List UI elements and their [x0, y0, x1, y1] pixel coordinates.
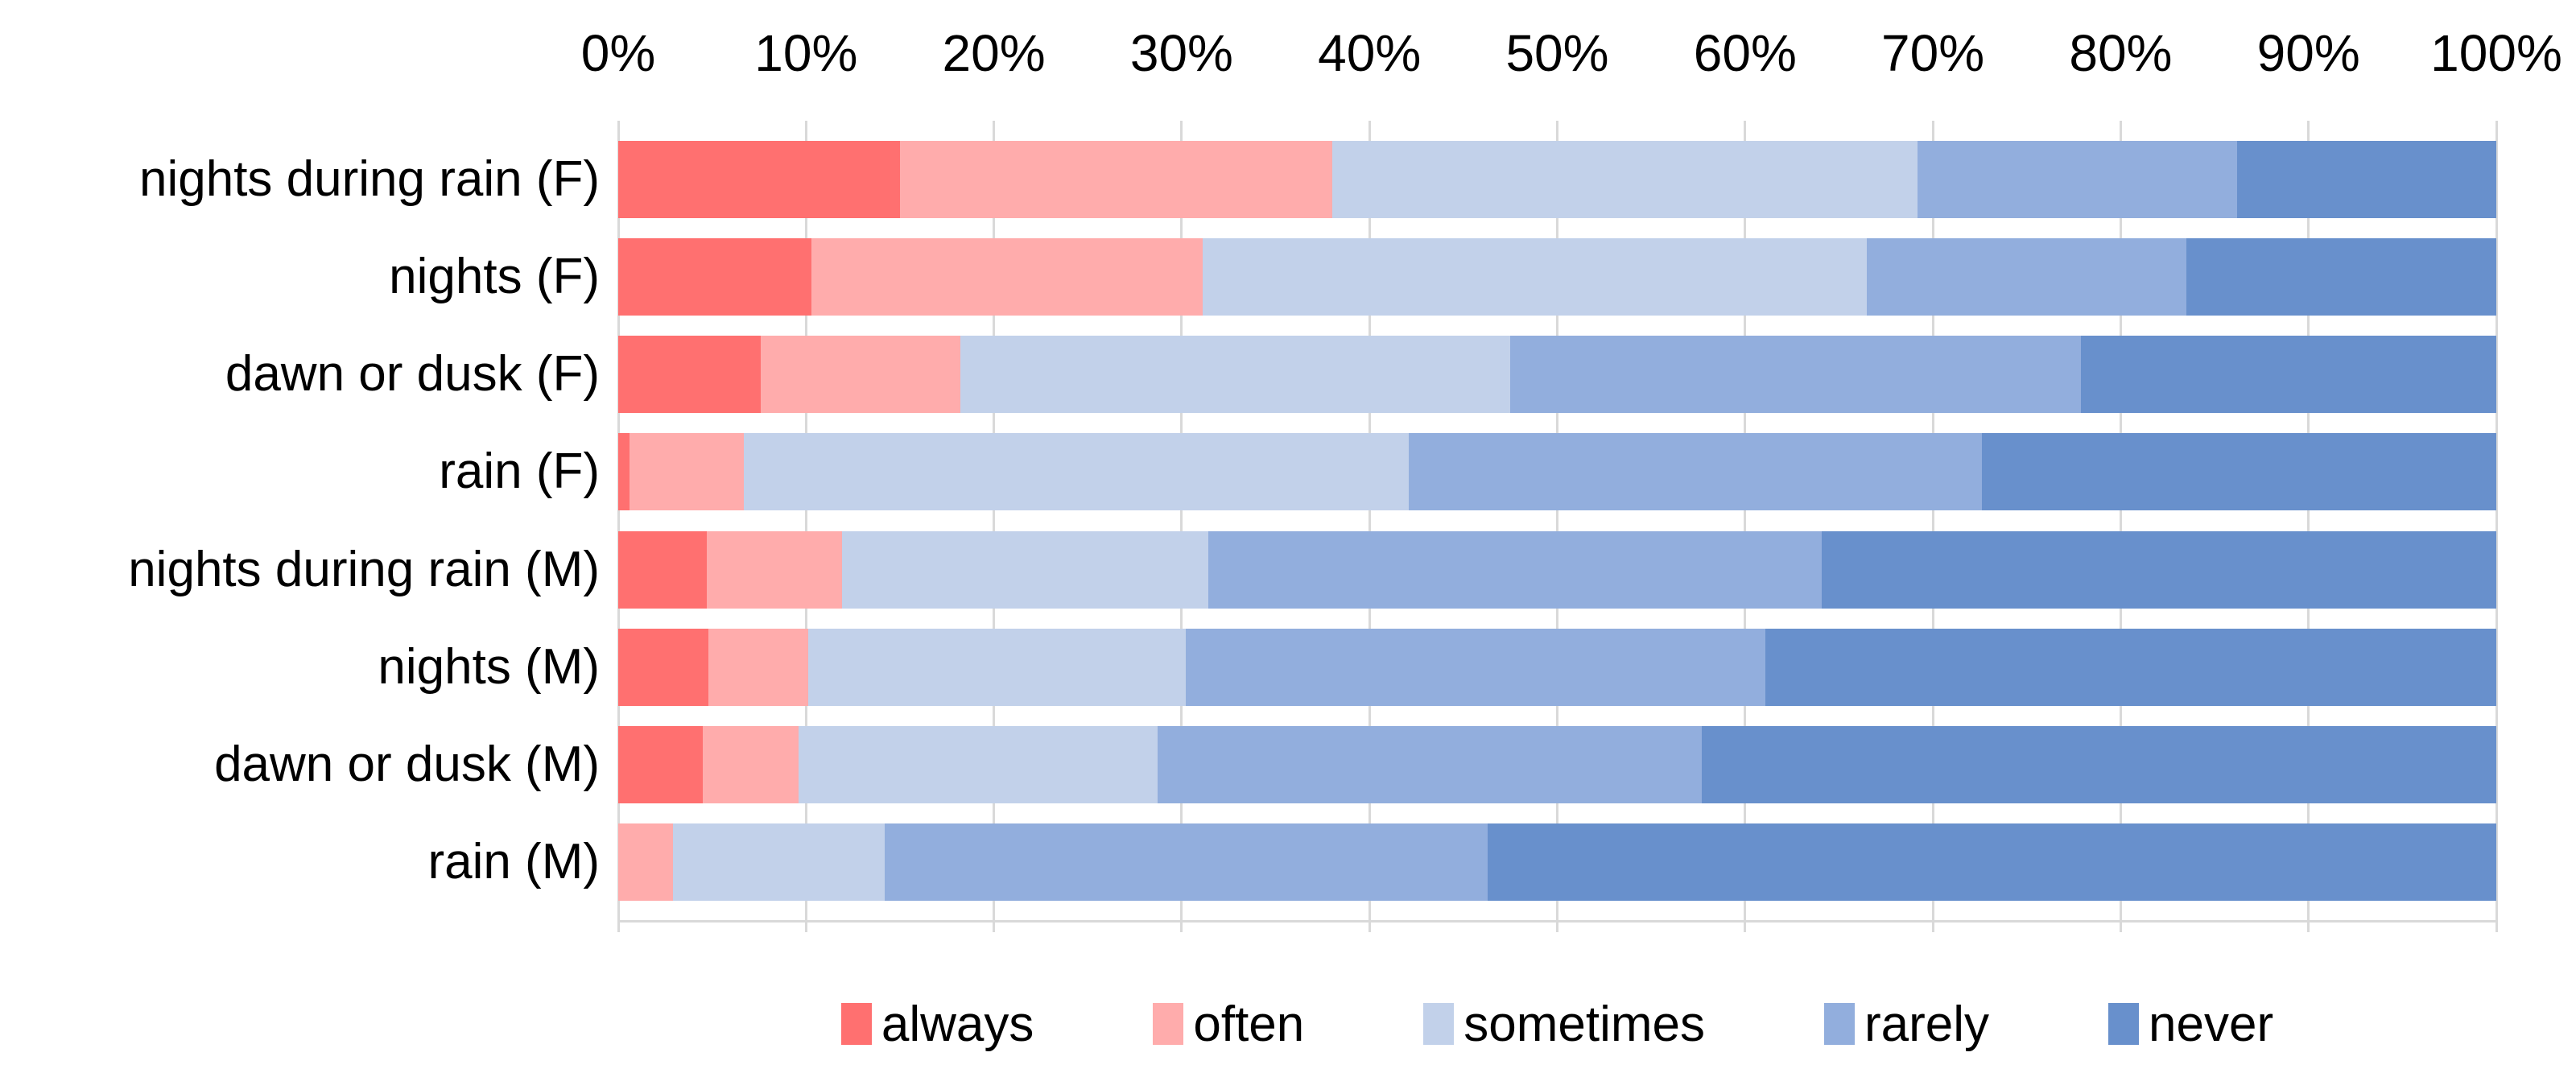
gridline	[993, 121, 996, 932]
bar-segment-always	[618, 336, 762, 414]
bar-segment-never	[1702, 725, 2496, 803]
gridline	[1556, 121, 1558, 932]
bar-segment-never	[1488, 823, 2496, 901]
category-label: dawn or dusk (F)	[225, 346, 600, 402]
legend-item-rarely: rarely	[1824, 996, 1989, 1053]
legend-item-sometimes: sometimes	[1423, 996, 1705, 1053]
category-label: nights during rain (M)	[128, 541, 600, 597]
bar-segment-never	[2237, 141, 2496, 218]
bar-segment-always	[618, 141, 900, 218]
bar-segment-sometimes	[798, 725, 1158, 803]
x-axis-tick-label: 100%	[2430, 24, 2562, 82]
legend-swatch-always	[840, 1003, 872, 1045]
bar-row	[618, 530, 2496, 609]
legend-label-often: often	[1193, 996, 1305, 1052]
bar-row	[618, 336, 2496, 414]
x-axis-tick-label: 80%	[2069, 24, 2173, 82]
bar-row	[618, 823, 2496, 901]
x-axis-tick-label: 30%	[1129, 24, 1233, 82]
bar-segment-sometimes	[960, 336, 1511, 414]
gridline	[2495, 121, 2498, 932]
legend-swatch-never	[2108, 1003, 2140, 1045]
bar-segment-rarely	[1185, 628, 1766, 706]
bar-segment-rarely	[1867, 238, 2187, 316]
bar-row	[618, 628, 2496, 706]
bar-segment-always	[618, 628, 708, 706]
bar-row	[618, 141, 2496, 218]
gridline	[1368, 121, 1371, 932]
bar-segment-sometimes	[744, 433, 1410, 511]
bar-segment-never	[2186, 238, 2496, 316]
bar-segment-sometimes	[807, 628, 1186, 706]
legend-item-never: never	[2108, 996, 2273, 1053]
bar-segment-rarely	[1918, 141, 2238, 218]
bar-segment-rarely	[1409, 433, 1982, 511]
legend-label-rarely: rarely	[1864, 996, 1990, 1052]
bar-segment-sometimes	[1331, 141, 1918, 218]
bar-row	[618, 725, 2496, 803]
legend-item-always: always	[840, 996, 1034, 1053]
bar-segment-often	[702, 725, 799, 803]
x-axis-tick-label: 70%	[1881, 24, 1985, 82]
legend-label-always: always	[881, 996, 1034, 1052]
gridline	[2307, 121, 2310, 932]
category-label: nights (F)	[389, 249, 600, 305]
bar-segment-rarely	[885, 823, 1488, 901]
bar-segment-often	[761, 336, 960, 414]
bar-row	[618, 238, 2496, 316]
bar-segment-never	[1981, 433, 2496, 511]
x-axis-tick-label: 20%	[942, 24, 1046, 82]
category-label: dawn or dusk (M)	[214, 736, 600, 792]
gridline	[804, 121, 807, 932]
x-axis-tick-label: 90%	[2256, 24, 2360, 82]
x-axis-tick-label: 60%	[1693, 24, 1797, 82]
bar-segment-sometimes	[841, 530, 1208, 609]
bar-segment-often	[811, 238, 1203, 316]
legend-swatch-rarely	[1824, 1003, 1856, 1045]
bar-segment-always	[618, 530, 707, 609]
bar-segment-never	[1765, 628, 2496, 706]
bar-segment-rarely	[1208, 530, 1823, 609]
bar-segment-rarely	[1157, 725, 1703, 803]
bar-segment-often	[899, 141, 1332, 218]
category-label: rain (F)	[439, 444, 600, 500]
legend-label-never: never	[2149, 996, 2274, 1052]
category-label: nights (M)	[378, 638, 600, 695]
legend-label-sometimes: sometimes	[1463, 996, 1706, 1052]
gridline	[1180, 121, 1183, 932]
bar-segment-always	[618, 725, 703, 803]
bar-segment-always	[618, 238, 812, 316]
x-axis-tick-label: 40%	[1318, 24, 1422, 82]
bottom-axis-line	[618, 920, 2496, 922]
bar-segment-always	[618, 433, 630, 511]
legend-swatch-often	[1153, 1003, 1184, 1045]
bar-segment-sometimes	[672, 823, 886, 901]
legend-item-often: often	[1153, 996, 1304, 1053]
bar-segment-sometimes	[1202, 238, 1868, 316]
category-label: nights during rain (F)	[138, 151, 600, 207]
x-axis-tick-label: 0%	[580, 24, 656, 82]
bar-segment-often	[629, 433, 745, 511]
gridline	[1931, 121, 1934, 932]
category-axis-line	[617, 121, 620, 920]
gridline	[1744, 121, 1747, 932]
x-axis-tick-label: 10%	[754, 24, 858, 82]
bar-segment-never	[2081, 336, 2496, 414]
bar-row	[618, 433, 2496, 511]
x-axis-tick-label: 50%	[1505, 24, 1609, 82]
bar-segment-never	[1822, 530, 2496, 609]
bar-segment-often	[618, 823, 673, 901]
bar-segment-often	[706, 530, 842, 609]
bar-segment-rarely	[1510, 336, 2082, 414]
category-label: rain (M)	[427, 833, 600, 889]
gridline	[2119, 121, 2122, 932]
legend: always often sometimes rarely never	[618, 992, 2496, 1056]
legend-swatch-sometimes	[1423, 1003, 1455, 1045]
bar-segment-often	[708, 628, 808, 706]
